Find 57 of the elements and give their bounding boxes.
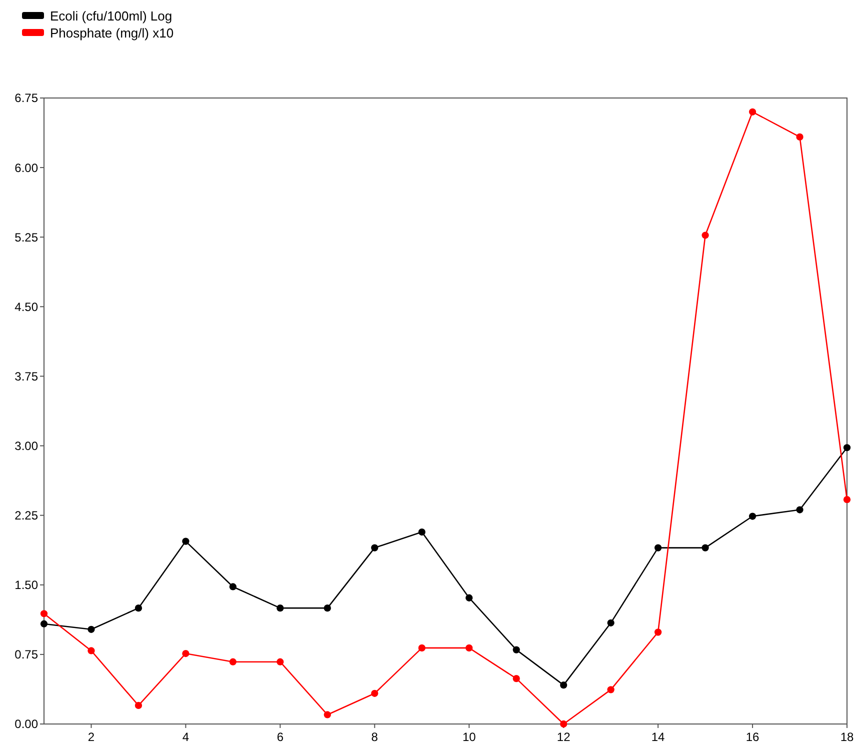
point [40,610,48,618]
point [560,681,568,689]
point [418,528,426,536]
y-tick-label: 4.50 [14,300,38,314]
point [607,619,614,626]
x-tick-label: 16 [746,730,760,744]
legend-label: Ecoli (cfu/100ml) Log [50,8,172,24]
y-tick-label: 0.75 [14,648,38,662]
x-tick-label: 10 [462,730,476,744]
point [702,232,709,239]
x-tick-label: 18 [840,730,854,744]
point [418,644,426,652]
point [134,702,142,710]
point [512,646,520,654]
point [182,538,190,545]
point [466,644,473,652]
point [702,544,709,552]
point [466,594,473,602]
point [748,108,756,116]
y-tick-label: 6.00 [14,160,38,175]
x-tick-label: 14 [651,730,666,744]
y-tick-label: 2.25 [14,508,38,523]
point [276,604,284,612]
point [40,620,48,628]
point [88,626,95,633]
point [324,711,331,718]
point [134,604,142,612]
point [229,583,237,590]
x-tick-label: 6 [276,730,284,744]
y-tick-label: 3.75 [14,369,38,384]
point [843,444,851,452]
point [654,544,662,552]
y-tick-label: 6.75 [14,91,38,106]
x-tick-label: 8 [371,730,378,744]
legend-label: Phosphate (mg/l) x10 [50,26,174,41]
point [796,506,804,514]
point [796,133,804,141]
point [748,512,756,520]
y-tick-label: 1.50 [14,578,38,592]
point [843,496,851,504]
y-tick-label: 3.00 [14,438,38,453]
point [512,674,520,682]
point [229,658,237,666]
point [654,628,662,636]
point [371,690,378,697]
point [182,650,190,658]
point [324,604,331,612]
point [88,647,95,654]
point [276,658,284,666]
y-tick-label: 0.00 [14,717,38,732]
x-tick-label: 4 [182,730,190,744]
x-tick-label: 2 [88,730,95,744]
point [560,720,568,728]
x-tick-label: 12 [556,730,571,744]
point [607,686,614,694]
point [371,544,378,552]
y-tick-label: 5.25 [14,230,38,244]
